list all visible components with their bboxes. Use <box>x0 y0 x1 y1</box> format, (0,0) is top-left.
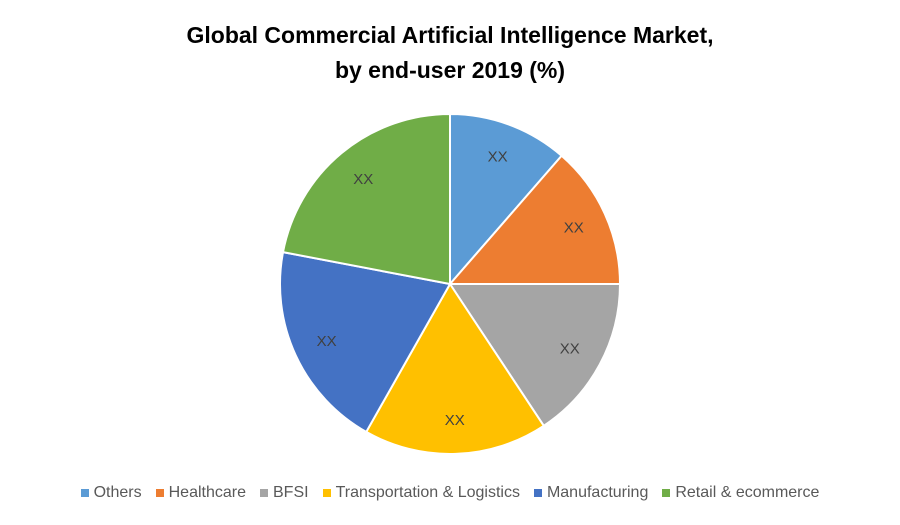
data-label: XX <box>488 149 508 166</box>
legend-item: Retail & ecommerce <box>662 484 819 502</box>
data-label: XX <box>317 333 337 350</box>
legend-swatch <box>80 489 89 497</box>
legend-label: Manufacturing <box>546 484 649 501</box>
pie-slice-bfsi <box>448 283 622 428</box>
chart-title-line-1: Global Commercial Artificial Intelligenc… <box>186 22 714 48</box>
pie-slice-retail-ecommerce <box>281 112 451 286</box>
legend-swatch <box>155 489 164 497</box>
legend-swatch <box>662 489 671 497</box>
legend-label: BFSI <box>273 484 309 501</box>
pie-slice-transportation-logistics <box>364 282 546 455</box>
legend-item: Transportation & Logistics <box>322 484 520 502</box>
legend-label: Others <box>93 484 142 501</box>
pie-slice-others <box>449 112 564 287</box>
data-label: XX <box>445 412 465 429</box>
pie-slice-healthcare <box>447 154 622 285</box>
legend-item: Manufacturing <box>533 484 649 502</box>
legend-swatch <box>533 489 542 497</box>
chart-title: Global Commercial Artificial Intelligenc… <box>0 18 900 88</box>
data-label: XX <box>560 340 580 357</box>
legend-swatch <box>322 489 331 497</box>
data-label: XX <box>564 220 584 237</box>
legend-label: Transportation & Logistics <box>335 484 520 501</box>
legend-swatch <box>260 489 268 497</box>
chart-title-line-2: by end-user 2019 (%) <box>334 57 566 83</box>
legend-label: Healthcare <box>168 484 246 501</box>
legend-item: BFSI <box>260 484 309 502</box>
legend: Others Healthcare BFSI Transportation & Log… <box>0 484 900 502</box>
legend-label: Retail & ecommerce <box>675 484 820 501</box>
pie-slice-manufacturing <box>279 250 452 434</box>
legend-item: Others <box>80 484 142 502</box>
data-label: XX <box>353 171 373 188</box>
legend-item: Healthcare <box>155 484 246 502</box>
